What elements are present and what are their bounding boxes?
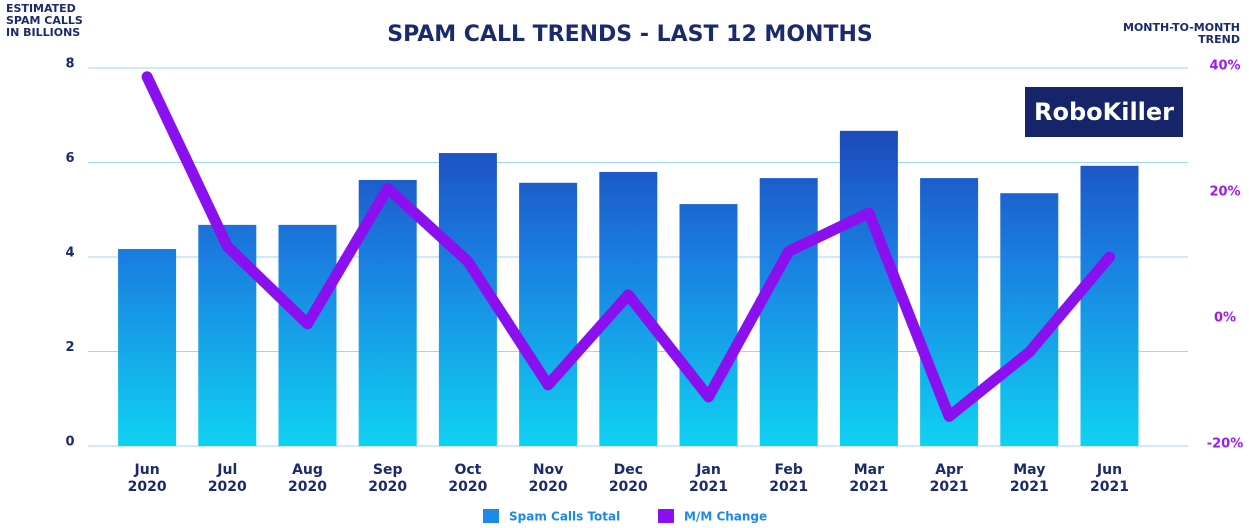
bar: [278, 224, 337, 446]
x-tick-label: Jan 2021: [689, 462, 728, 495]
bar: [1080, 165, 1139, 446]
x-tick-label: Jun 2021: [1090, 462, 1129, 495]
bar: [198, 224, 257, 446]
bar: [519, 182, 578, 446]
x-tick-label: Sep 2020: [368, 462, 407, 495]
x-tick-label: Feb 2021: [769, 462, 808, 495]
x-tick-label: Jul 2020: [208, 462, 247, 495]
y2-tick-label: 0%: [1214, 311, 1236, 326]
y2-axis-title: TREND: [1198, 33, 1240, 46]
x-tick-label: Dec 2020: [609, 462, 648, 495]
bar: [599, 171, 658, 446]
y-tick-label: 0: [65, 435, 74, 450]
y-tick-label: 4: [65, 246, 74, 261]
legend-swatch: [658, 509, 674, 523]
legend-swatch: [483, 509, 499, 523]
x-tick-label: Aug 2020: [288, 462, 327, 495]
y2-tick-label: -20%: [1207, 437, 1244, 452]
bar: [118, 248, 177, 446]
x-tick-label: May 2021: [1010, 462, 1049, 495]
y-tick-label: 2: [65, 340, 74, 355]
y-tick-label: 8: [65, 57, 74, 72]
x-tick-label: Jun 2020: [128, 462, 167, 495]
y2-tick-label: 20%: [1209, 185, 1240, 200]
bar: [679, 204, 738, 446]
bar: [839, 130, 898, 446]
y2-axis-title: MONTH-TO-MONTH: [1123, 21, 1240, 34]
legend-label: Spam Calls Total: [509, 510, 620, 524]
bar: [759, 178, 818, 446]
y2-tick-label: 40%: [1209, 59, 1240, 74]
bar: [1000, 193, 1059, 446]
y-axis-title: SPAM CALLS: [6, 14, 83, 27]
logo: RoboKiller: [1034, 98, 1174, 126]
chart-title: SPAM CALL TRENDS - LAST 12 MONTHS: [387, 22, 872, 47]
y-tick-label: 6: [65, 151, 74, 166]
x-tick-label: Nov 2020: [529, 462, 568, 495]
y-axis-title: IN BILLIONS: [6, 26, 80, 39]
legend-label: M/M Change: [684, 510, 767, 524]
x-tick-label: Apr 2021: [930, 462, 969, 495]
trend-line: [141, 71, 1115, 422]
x-tick-label: Oct 2020: [448, 462, 487, 495]
logo-box: [1025, 87, 1183, 137]
x-tick-label: Mar 2021: [849, 462, 888, 495]
y-axis-title: ESTIMATED: [6, 2, 76, 15]
